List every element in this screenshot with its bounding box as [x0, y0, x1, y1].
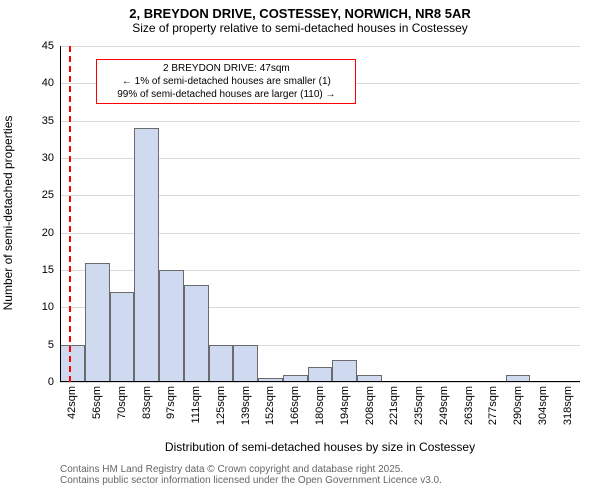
x-tick-label: 180sqm — [314, 386, 326, 425]
footer-line-1: Contains HM Land Registry data © Crown c… — [60, 464, 442, 475]
chart-plot-area: 2 BREYDON DRIVE: 47sqm← 1% of semi-detac… — [60, 46, 580, 382]
histogram-bar — [308, 367, 333, 382]
histogram-bar — [85, 263, 110, 382]
x-tick-label: 208sqm — [364, 386, 376, 425]
histogram-bar — [233, 345, 258, 382]
x-tick-label: 235sqm — [413, 386, 425, 425]
x-tick-label: 42sqm — [66, 386, 78, 419]
x-tick-label: 56sqm — [91, 386, 103, 419]
y-axis-label: Number of semi-detached properties — [1, 45, 15, 381]
histogram-bar — [184, 285, 209, 382]
x-tick-label: 97sqm — [165, 386, 177, 419]
x-axis-label: Distribution of semi-detached houses by … — [60, 440, 580, 454]
x-tick-label: 70sqm — [116, 386, 128, 419]
histogram-bar — [209, 345, 234, 382]
gridline — [60, 121, 580, 122]
x-tick-label: 304sqm — [537, 386, 549, 425]
x-tick-label: 249sqm — [438, 386, 450, 425]
x-tick-label: 221sqm — [388, 386, 400, 425]
footer-line-2: Contains public sector information licen… — [60, 475, 442, 486]
x-tick-label: 125sqm — [215, 386, 227, 425]
x-axis-line — [60, 381, 580, 382]
title-line-1: 2, BREYDON DRIVE, COSTESSEY, NORWICH, NR… — [0, 0, 600, 21]
histogram-bar — [134, 128, 159, 382]
x-tick-label: 166sqm — [289, 386, 301, 425]
x-tick-label: 263sqm — [463, 386, 475, 425]
gridline — [60, 382, 580, 383]
x-tick-label: 277sqm — [487, 386, 499, 425]
histogram-bar — [60, 345, 85, 382]
annotation-line: 2 BREYDON DRIVE: 47sqm — [101, 62, 351, 75]
histogram-bar — [332, 360, 357, 382]
x-tick-label: 290sqm — [512, 386, 524, 425]
histogram-bar — [159, 270, 184, 382]
x-tick-label: 152sqm — [264, 386, 276, 425]
x-tick-label: 83sqm — [141, 386, 153, 419]
annotation-line: ← 1% of semi-detached houses are smaller… — [101, 75, 351, 88]
gridline — [60, 46, 580, 47]
x-tick-label: 139sqm — [240, 386, 252, 425]
x-tick-label: 111sqm — [190, 386, 202, 424]
x-tick-label: 318sqm — [562, 386, 574, 425]
property-marker-line — [69, 46, 71, 382]
property-annotation-box: 2 BREYDON DRIVE: 47sqm← 1% of semi-detac… — [96, 59, 356, 104]
annotation-line: 99% of semi-detached houses are larger (… — [101, 88, 351, 101]
y-axis-line — [60, 46, 61, 382]
x-tick-label: 194sqm — [339, 386, 351, 425]
histogram-bar — [110, 292, 135, 382]
title-line-2: Size of property relative to semi-detach… — [0, 21, 600, 39]
footer-attribution: Contains HM Land Registry data © Crown c… — [60, 464, 442, 486]
